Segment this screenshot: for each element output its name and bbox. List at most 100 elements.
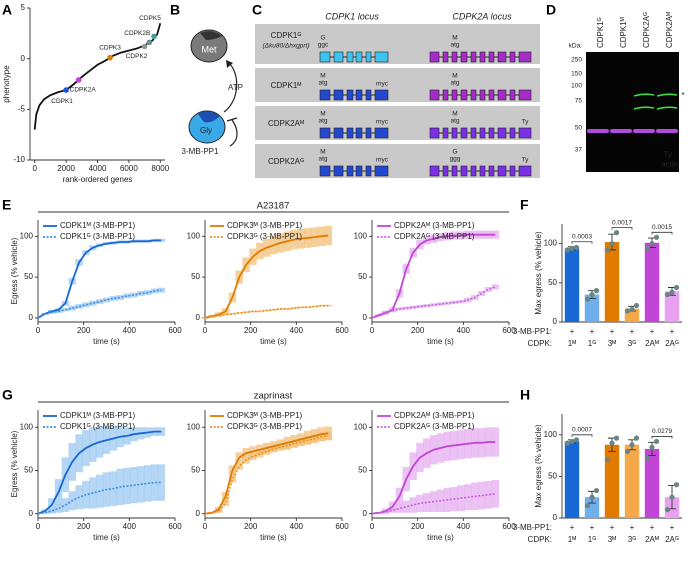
highlight-point <box>107 54 113 61</box>
treatment-row-label: 3-MB-PP1: <box>513 523 552 532</box>
data-point <box>633 302 640 309</box>
locus-annotation: atg <box>450 42 459 49</box>
y-tick-label: 0 <box>29 313 34 322</box>
bar <box>564 248 580 322</box>
inhibition-bar <box>226 117 238 122</box>
lane-label: CDPK1ᴹ <box>619 17 628 48</box>
ladder-label: 37 <box>575 147 583 154</box>
data-point <box>573 437 580 443</box>
exon <box>518 165 532 177</box>
locus-annotation: G <box>320 35 325 42</box>
atp-label: ATP <box>228 83 243 92</box>
ty-band <box>656 106 678 110</box>
exon <box>488 89 495 101</box>
series-line <box>37 430 162 515</box>
locus-annotation: atg <box>318 118 327 125</box>
y-tick-label: 100 <box>354 231 368 240</box>
y-tick-label: 50 <box>358 272 367 281</box>
exon <box>319 51 331 63</box>
y-tick-label: 50 <box>24 272 33 281</box>
treatment-label: + <box>630 327 635 336</box>
series-line <box>204 234 329 319</box>
x-axis-title: rank-ordered genes <box>63 175 133 184</box>
activation-arrow <box>223 62 238 113</box>
locus-annotation: M <box>320 149 325 156</box>
y-tick-label: 100 <box>544 430 558 439</box>
y-tick-label: 50 <box>191 272 200 281</box>
y-tick-label: 50 <box>548 278 557 287</box>
exon <box>442 165 449 177</box>
y-axis-title: phenotype <box>2 65 11 103</box>
row-label: CDPK1ᴳ <box>271 31 302 40</box>
group-row-label: CDPK: <box>528 339 552 348</box>
highlight-label: CDPK2B <box>124 30 150 37</box>
locus-header: CDPK2A locus <box>452 11 512 21</box>
exon <box>470 51 477 63</box>
actin-band <box>610 129 632 133</box>
x-tick-label: 3ᴳ <box>628 339 636 348</box>
ladder-label: 75 <box>575 98 583 105</box>
y-tick-label: 50 <box>191 466 200 475</box>
x-tick-label: 600 <box>335 326 349 335</box>
section-title: zaprinast <box>254 391 293 402</box>
locus-annotation: atg <box>318 80 327 87</box>
x-tick-label: 2Aᴹ <box>645 535 659 544</box>
data-point <box>664 291 671 298</box>
x-axis-title: time (s) <box>260 337 287 346</box>
legend-label: CDPK1ᴹ (3-MB-PP1) <box>60 221 136 230</box>
data-point <box>613 435 620 441</box>
treatment-label: + <box>590 327 595 336</box>
treatment-label: + <box>570 327 575 336</box>
bar <box>644 242 660 322</box>
exon <box>333 165 344 177</box>
y-tick-label: 50 <box>24 466 33 475</box>
exon <box>488 127 495 139</box>
panel-label: G <box>2 387 13 403</box>
exon <box>346 89 354 101</box>
data-point <box>593 487 600 494</box>
x-tick-label: 4000 <box>89 164 107 173</box>
locus-annotation: Ty <box>522 157 530 164</box>
treatment-label: + <box>670 523 675 532</box>
exon <box>451 165 458 177</box>
data-point <box>604 247 611 253</box>
locus-annotation: Ty <box>522 119 530 126</box>
data-point <box>673 482 680 488</box>
x-tick-label: 200 <box>77 522 91 531</box>
data-point <box>653 234 660 240</box>
ladder-label: 250 <box>571 57 582 64</box>
series-line <box>204 304 329 319</box>
x-tick-label: 400 <box>123 522 137 531</box>
legend-label: CDPK3ᴳ (3-MB-PP1) <box>227 422 302 431</box>
exon <box>509 89 516 101</box>
y-tick-label: 100 <box>20 231 34 240</box>
exon <box>374 51 389 63</box>
y-axis-title: Max egress (% vehicle) <box>534 231 543 314</box>
locus-annotation: myc <box>376 119 389 126</box>
data-point <box>564 247 571 253</box>
data-point <box>633 435 640 441</box>
exon <box>365 89 372 101</box>
data-point <box>624 448 631 455</box>
exon <box>374 165 389 177</box>
data-point <box>569 438 575 445</box>
panel-label: E <box>2 197 11 213</box>
inhibition-line <box>229 119 238 147</box>
highlight-label: CDPK1 <box>51 98 73 105</box>
data-point <box>653 438 660 445</box>
y-axis-title: Egress (% vehicle) <box>10 430 19 497</box>
exon <box>442 127 449 139</box>
treatment-label: + <box>650 523 655 532</box>
exon <box>488 51 495 63</box>
x-tick-label: 2Aᴹ <box>645 339 659 348</box>
exon <box>509 51 516 63</box>
exon <box>518 51 532 63</box>
treatment-label: + <box>570 523 575 532</box>
exon <box>479 89 486 101</box>
locus-annotation: M <box>320 73 325 80</box>
data-point <box>664 507 671 513</box>
exon <box>355 89 363 101</box>
x-tick-label: 200 <box>411 522 425 531</box>
panel-label: C <box>252 2 262 18</box>
